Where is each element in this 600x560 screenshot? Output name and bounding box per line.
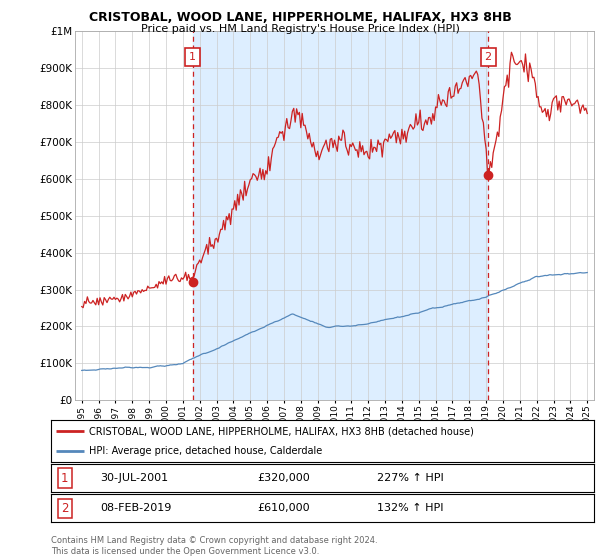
Text: 1: 1	[189, 52, 196, 62]
Text: Price paid vs. HM Land Registry's House Price Index (HPI): Price paid vs. HM Land Registry's House …	[140, 24, 460, 34]
Text: 2: 2	[485, 52, 492, 62]
Text: CRISTOBAL, WOOD LANE, HIPPERHOLME, HALIFAX, HX3 8HB: CRISTOBAL, WOOD LANE, HIPPERHOLME, HALIF…	[89, 11, 511, 24]
Text: 2: 2	[61, 502, 68, 515]
Text: 08-FEB-2019: 08-FEB-2019	[100, 503, 171, 514]
Text: £320,000: £320,000	[257, 473, 310, 483]
Text: 1: 1	[61, 472, 68, 485]
Text: HPI: Average price, detached house, Calderdale: HPI: Average price, detached house, Cald…	[89, 446, 322, 456]
Text: Contains HM Land Registry data © Crown copyright and database right 2024.
This d: Contains HM Land Registry data © Crown c…	[51, 536, 377, 556]
Text: 30-JUL-2001: 30-JUL-2001	[100, 473, 168, 483]
Text: 227% ↑ HPI: 227% ↑ HPI	[377, 473, 443, 483]
Text: 132% ↑ HPI: 132% ↑ HPI	[377, 503, 443, 514]
Text: CRISTOBAL, WOOD LANE, HIPPERHOLME, HALIFAX, HX3 8HB (detached house): CRISTOBAL, WOOD LANE, HIPPERHOLME, HALIF…	[89, 426, 474, 436]
Bar	[193, 31, 488, 400]
Text: £610,000: £610,000	[257, 503, 310, 514]
